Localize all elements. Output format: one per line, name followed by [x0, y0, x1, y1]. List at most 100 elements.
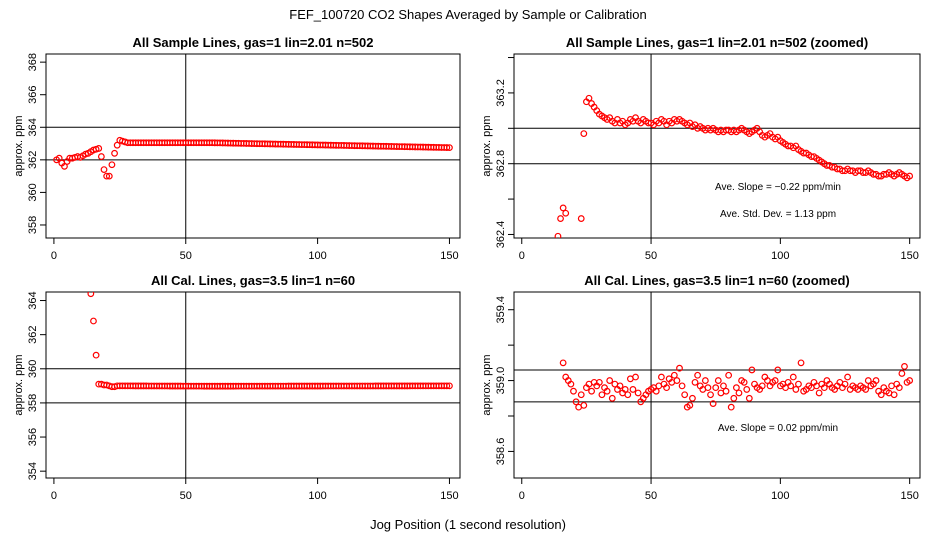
x-tick-label: 50 — [645, 490, 657, 502]
y-axis-label: approx. ppm — [13, 115, 25, 176]
x-tick-label: 50 — [180, 490, 192, 502]
data-point — [100, 166, 108, 174]
data-point — [634, 389, 642, 397]
data-point — [616, 382, 624, 390]
data-point — [720, 382, 727, 390]
data-point — [658, 373, 665, 381]
data-points — [554, 94, 914, 238]
data-point — [92, 351, 100, 359]
data-point — [789, 373, 797, 381]
data-point — [105, 172, 113, 180]
data-point — [901, 363, 908, 370]
data-point — [797, 359, 805, 367]
data-point — [559, 204, 567, 212]
data-point — [709, 400, 717, 408]
data-point — [621, 386, 629, 393]
data-point — [722, 387, 730, 395]
y-axis-label: approx. ppm — [481, 115, 493, 176]
panel-title: All Sample Lines, gas=1 lin=2.01 n=502 — [133, 35, 374, 50]
panel-title: All Cal. Lines, gas=3.5 lin=1 n=60 — [151, 273, 355, 288]
x-tick-label: 150 — [900, 250, 918, 262]
data-point — [577, 391, 585, 399]
data-point — [689, 394, 696, 402]
data-point — [815, 389, 823, 397]
data-point — [820, 384, 828, 392]
data-point — [95, 145, 103, 152]
data-point — [787, 382, 795, 390]
panel-title: All Sample Lines, gas=1 lin=2.01 n=502 (… — [566, 35, 868, 50]
data-point — [740, 378, 748, 386]
data-point — [774, 366, 782, 374]
data-point — [701, 377, 709, 384]
data-point — [567, 380, 575, 388]
data-points — [559, 359, 914, 411]
data-point — [735, 389, 743, 397]
data-point — [771, 377, 779, 384]
y-tick-label: 358 — [27, 394, 39, 412]
data-point — [577, 215, 585, 222]
data-point — [557, 215, 564, 222]
panel-title: All Cal. Lines, gas=3.5 lin=1 n=60 (zoom… — [584, 273, 850, 288]
x-tick-label: 150 — [440, 250, 458, 262]
plot-frame — [513, 291, 921, 479]
y-tick-label: 359.0 — [495, 367, 507, 395]
annotation: Ave. Slope = 0.02 ppm/min — [718, 423, 838, 434]
x-tick-label: 0 — [51, 250, 57, 262]
data-point — [864, 377, 872, 384]
data-point — [841, 380, 849, 388]
data-point — [663, 384, 670, 392]
data-point — [598, 391, 606, 399]
data-point — [606, 377, 614, 384]
data-point — [694, 371, 702, 379]
data-point — [707, 391, 714, 399]
annotation: Ave. Slope = −0.22 ppm/min — [715, 182, 841, 193]
y-tick-label: 364 — [27, 118, 39, 136]
panel-3: All Cal. Lines, gas=3.5 lin=1 n=60 approx… — [13, 273, 461, 502]
x-tick-label: 100 — [771, 490, 789, 502]
plot-frame — [513, 53, 921, 239]
data-point — [748, 366, 756, 374]
y-tick-label: 358 — [27, 216, 39, 234]
data-point — [624, 391, 632, 399]
data-point — [580, 401, 588, 409]
y-axis-label: approx. ppm — [13, 354, 25, 415]
data-point — [97, 153, 105, 160]
y-axis-label: approx. ppm — [481, 354, 493, 415]
data-point — [87, 292, 95, 298]
plot-frame — [45, 291, 461, 479]
data-point — [446, 144, 453, 152]
y-tick-label: 362.4 — [495, 221, 507, 249]
data-point — [443, 144, 451, 151]
x-tick-label: 50 — [180, 250, 192, 262]
data-point — [676, 364, 683, 372]
x-tick-label: 100 — [308, 250, 326, 262]
data-point — [108, 161, 116, 169]
data-point — [554, 232, 562, 238]
data-point — [443, 382, 451, 390]
data-point — [562, 209, 570, 217]
data-point — [608, 394, 616, 402]
data-point — [90, 317, 97, 325]
data-point — [906, 377, 914, 384]
x-tick-label: 50 — [645, 250, 657, 262]
data-point — [906, 172, 914, 180]
data-point — [595, 378, 603, 386]
data-point — [572, 398, 580, 406]
data-point — [795, 380, 802, 388]
y-tick-label: 362 — [27, 151, 39, 169]
x-tick-label: 150 — [440, 490, 458, 502]
data-point — [585, 94, 593, 102]
x-tick-label: 150 — [900, 490, 918, 502]
data-points — [53, 136, 453, 180]
data-point — [745, 394, 753, 402]
data-point — [862, 386, 870, 393]
data-point — [559, 359, 567, 367]
data-point — [743, 386, 751, 393]
data-point — [111, 149, 118, 157]
panel-1: All Sample Lines, gas=1 lin=2.01 n=502 ap… — [13, 35, 461, 262]
data-point — [580, 130, 588, 138]
x-tick-label: 0 — [51, 490, 57, 502]
data-point — [730, 394, 738, 402]
y-tick-label: 368 — [27, 53, 39, 71]
